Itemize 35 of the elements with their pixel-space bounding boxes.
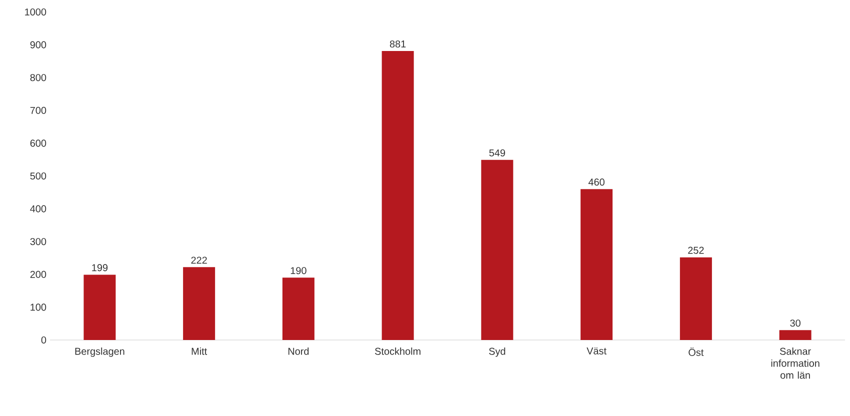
data-label: 190 bbox=[290, 267, 306, 274]
bar bbox=[84, 274, 116, 340]
y-tick-label: 800 bbox=[30, 74, 46, 82]
y-tick-label: 400 bbox=[30, 205, 46, 212]
y-tick-label: 900 bbox=[30, 41, 46, 48]
y-tick-label: 600 bbox=[30, 140, 46, 147]
bar bbox=[580, 189, 613, 340]
x-tick-label: Väst bbox=[586, 348, 606, 354]
x-tick-label: Nord bbox=[288, 348, 309, 355]
bar bbox=[282, 278, 314, 340]
y-tick-label: 700 bbox=[30, 106, 46, 114]
x-tick-label: Mitt bbox=[192, 348, 208, 355]
data-label: 199 bbox=[92, 264, 108, 272]
bar bbox=[382, 51, 414, 340]
y-tick-label: 300 bbox=[30, 238, 46, 246]
x-tick-label: Syd bbox=[489, 348, 506, 357]
data-label: 222 bbox=[191, 256, 207, 264]
data-label: 30 bbox=[790, 320, 800, 327]
x-tick-label: Saknar information om län bbox=[771, 348, 820, 379]
y-tick-label: 0 bbox=[41, 336, 46, 344]
x-tick-label: Bergslagen bbox=[75, 348, 124, 357]
bar bbox=[481, 160, 514, 340]
data-label: 460 bbox=[588, 178, 604, 186]
y-tick-label: 500 bbox=[30, 172, 46, 180]
y-tick-label: 200 bbox=[30, 270, 46, 278]
x-tick-label: Stockholm bbox=[375, 348, 420, 355]
bar bbox=[680, 257, 712, 340]
data-label: 549 bbox=[489, 149, 506, 156]
y-tick-label: 1000 bbox=[25, 8, 46, 16]
bar bbox=[779, 330, 812, 340]
bar bbox=[183, 267, 216, 340]
y-tick-label: 100 bbox=[30, 304, 46, 311]
data-label: 252 bbox=[688, 246, 704, 254]
data-label: 881 bbox=[390, 40, 406, 48]
x-tick-label: Öst bbox=[688, 348, 704, 356]
